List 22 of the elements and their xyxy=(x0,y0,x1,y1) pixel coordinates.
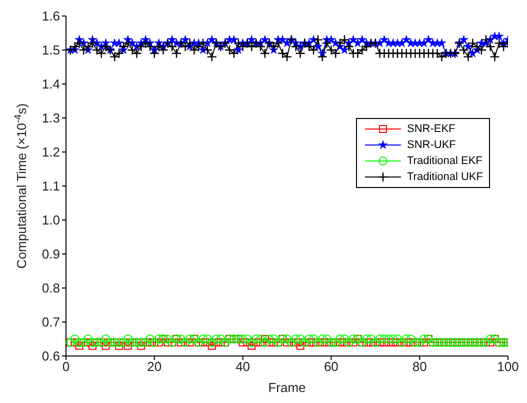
y-tick-label: 0.7 xyxy=(42,314,60,330)
x-tick-label: 20 xyxy=(147,359,162,374)
y-tick-label: 1.0 xyxy=(42,212,60,228)
y-tick-label: 1.1 xyxy=(42,178,60,194)
y-tick-label: 0.8 xyxy=(42,280,60,296)
x-tick-label: 100 xyxy=(497,359,519,374)
x-tick-label: 40 xyxy=(236,359,250,374)
y-tick-label: 1.3 xyxy=(42,110,60,126)
y-tick-label: 1.2 xyxy=(42,144,60,160)
y-tick-label: 1.4 xyxy=(42,76,60,92)
legend-label: Traditional UKF xyxy=(406,171,483,183)
y-tick-label: 0.9 xyxy=(42,246,60,262)
legend-label: SNR-UKF xyxy=(406,139,456,151)
y-tick-label: 1.5 xyxy=(42,42,60,58)
legend-label: Traditional EKF xyxy=(406,155,482,167)
legend-label: SNR-EKF xyxy=(406,123,456,135)
x-tick-label: 0 xyxy=(62,359,70,374)
y-tick-label: 1.6 xyxy=(42,8,60,24)
x-axis-title: Frame xyxy=(268,380,306,395)
x-tick-label: 60 xyxy=(324,359,338,374)
x-tick-label: 80 xyxy=(412,359,427,374)
y-tick-label: 0.6 xyxy=(42,348,60,364)
